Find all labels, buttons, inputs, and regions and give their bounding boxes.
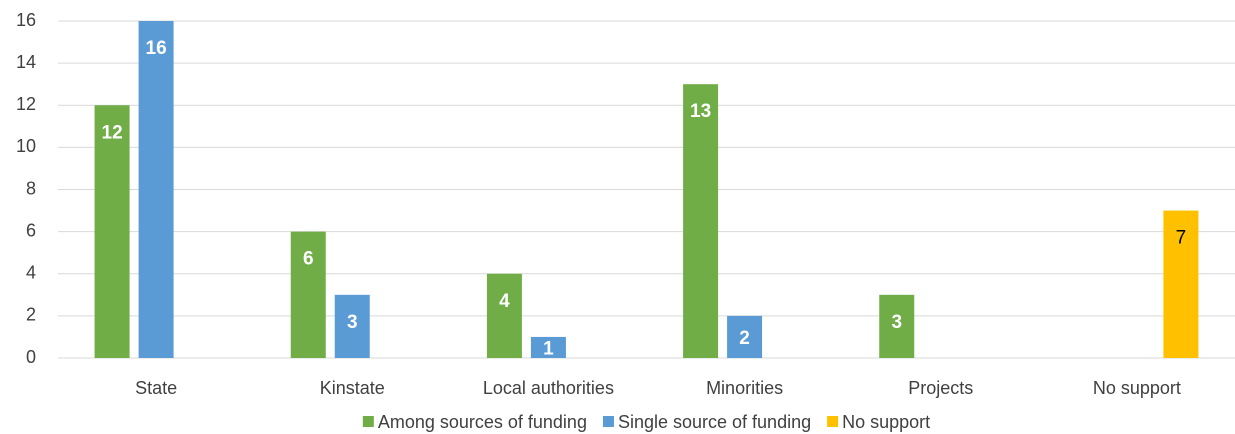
data-label: 16 [146, 38, 167, 59]
data-label: 6 [303, 249, 314, 270]
y-tick-label: 16 [16, 10, 36, 30]
legend-swatch [362, 416, 374, 427]
x-tick-label: Kinstate [320, 378, 385, 398]
bar [530, 336, 566, 358]
bar [94, 105, 130, 358]
data-label: 13 [690, 101, 711, 122]
legend-swatch [827, 416, 839, 427]
x-tick-label: State [135, 378, 177, 398]
x-tick-label: No support [1093, 378, 1181, 398]
data-label: 12 [102, 122, 123, 143]
bar [334, 294, 370, 358]
y-tick-label: 6 [26, 220, 36, 240]
data-label: 3 [347, 312, 358, 333]
data-label: 3 [891, 312, 902, 333]
data-label: 1 [543, 338, 554, 359]
y-tick-label: 4 [26, 263, 36, 283]
y-tick-label: 14 [16, 52, 36, 72]
y-tick-label: 10 [16, 136, 36, 156]
legend-swatch [602, 416, 614, 427]
data-label: 2 [739, 328, 750, 349]
x-tick-label: Projects [908, 378, 973, 398]
legend-label: No support [842, 412, 930, 432]
bar [486, 273, 522, 358]
x-tick-label: Local authorities [483, 378, 614, 398]
data-label: 7 [1176, 228, 1187, 249]
data-label: 4 [499, 291, 510, 312]
bar [727, 315, 763, 358]
bar [879, 294, 915, 358]
x-tick-label: Minorities [706, 378, 783, 398]
y-tick-label: 8 [26, 178, 36, 198]
y-tick-label: 2 [26, 305, 36, 325]
bar [1163, 210, 1199, 358]
bar [290, 231, 326, 358]
bar [683, 84, 719, 358]
legend-label: Among sources of funding [378, 412, 587, 432]
legend-label: Single source of funding [618, 412, 811, 432]
y-tick-label: 0 [26, 347, 36, 367]
y-tick-label: 12 [16, 94, 36, 114]
bar [138, 21, 174, 358]
